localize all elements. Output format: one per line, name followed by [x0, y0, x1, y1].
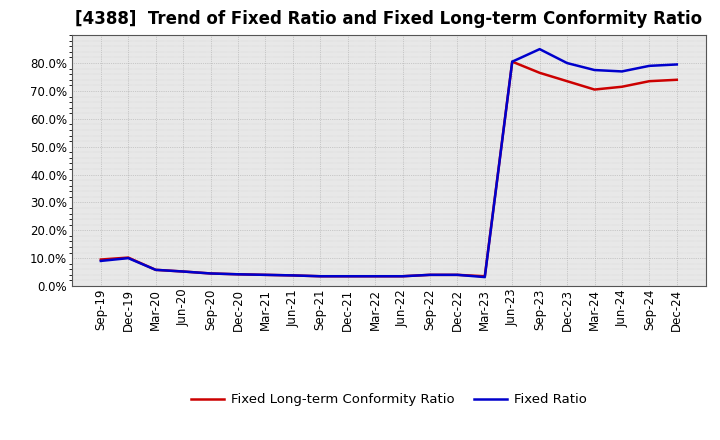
Fixed Long-term Conformity Ratio — [672, 77, 681, 82]
Fixed Long-term Conformity Ratio — [289, 273, 297, 278]
Fixed Long-term Conformity Ratio — [124, 255, 132, 260]
Fixed Long-term Conformity Ratio — [179, 269, 187, 274]
Legend: Fixed Long-term Conformity Ratio, Fixed Ratio: Fixed Long-term Conformity Ratio, Fixed … — [186, 388, 592, 411]
Fixed Ratio — [536, 47, 544, 52]
Fixed Long-term Conformity Ratio — [480, 274, 489, 279]
Fixed Long-term Conformity Ratio — [590, 87, 599, 92]
Fixed Ratio — [124, 256, 132, 261]
Fixed Long-term Conformity Ratio — [371, 274, 379, 279]
Fixed Ratio — [316, 274, 325, 279]
Fixed Ratio — [672, 62, 681, 67]
Fixed Long-term Conformity Ratio — [645, 78, 654, 84]
Fixed Long-term Conformity Ratio — [206, 271, 215, 276]
Fixed Long-term Conformity Ratio — [563, 78, 572, 84]
Fixed Ratio — [206, 271, 215, 276]
Fixed Ratio — [426, 272, 434, 278]
Fixed Ratio — [179, 269, 187, 274]
Fixed Long-term Conformity Ratio — [508, 59, 516, 64]
Fixed Ratio — [289, 273, 297, 278]
Fixed Ratio — [590, 67, 599, 73]
Title: [4388]  Trend of Fixed Ratio and Fixed Long-term Conformity Ratio: [4388] Trend of Fixed Ratio and Fixed Lo… — [75, 10, 703, 28]
Fixed Long-term Conformity Ratio — [233, 271, 242, 277]
Fixed Ratio — [508, 59, 516, 64]
Line: Fixed Ratio: Fixed Ratio — [101, 49, 677, 277]
Fixed Ratio — [343, 274, 352, 279]
Fixed Long-term Conformity Ratio — [343, 274, 352, 279]
Fixed Ratio — [96, 258, 105, 264]
Fixed Long-term Conformity Ratio — [426, 272, 434, 278]
Fixed Ratio — [618, 69, 626, 74]
Fixed Ratio — [233, 271, 242, 277]
Fixed Long-term Conformity Ratio — [536, 70, 544, 75]
Fixed Long-term Conformity Ratio — [151, 267, 160, 272]
Fixed Long-term Conformity Ratio — [398, 274, 407, 279]
Line: Fixed Long-term Conformity Ratio: Fixed Long-term Conformity Ratio — [101, 62, 677, 276]
Fixed Long-term Conformity Ratio — [261, 272, 270, 278]
Fixed Long-term Conformity Ratio — [453, 272, 462, 278]
Fixed Long-term Conformity Ratio — [618, 84, 626, 89]
Fixed Ratio — [398, 274, 407, 279]
Fixed Long-term Conformity Ratio — [96, 257, 105, 262]
Fixed Ratio — [151, 267, 160, 272]
Fixed Long-term Conformity Ratio — [316, 274, 325, 279]
Fixed Ratio — [645, 63, 654, 69]
Fixed Ratio — [563, 60, 572, 66]
Fixed Ratio — [453, 272, 462, 278]
Fixed Ratio — [261, 272, 270, 278]
Fixed Ratio — [371, 274, 379, 279]
Fixed Ratio — [480, 275, 489, 280]
